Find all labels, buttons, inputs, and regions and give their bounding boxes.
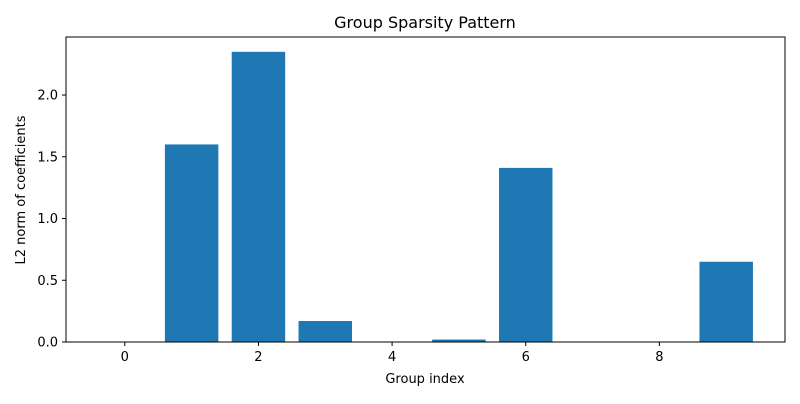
y-tick-label: 1.5: [37, 150, 58, 165]
y-tick-label: 0.0: [37, 336, 58, 351]
plot-frame: [65, 36, 786, 343]
bar-group-2: [231, 51, 286, 343]
y-axis-label: L2 norm of coefficients: [14, 115, 29, 264]
bar-group-1: [164, 144, 219, 342]
y-tick-label: 1.0: [37, 212, 58, 227]
bar-group-9: [699, 261, 753, 342]
bar-group-6: [499, 167, 553, 342]
y-tick-label: 0.5: [37, 274, 58, 289]
y-tick-label: 2.0: [37, 89, 58, 104]
x-axis-label: Group index: [385, 372, 465, 387]
bars-layer: [164, 51, 753, 343]
axes-layer: 0 2 4 6 8 0.0 0.5 1.0 1.5 2.0: [37, 89, 663, 365]
bar-group-5: [432, 339, 486, 342]
bar-group-3: [298, 321, 352, 342]
chart-title: Group Sparsity Pattern: [334, 13, 516, 32]
x-tick-label: 4: [388, 350, 396, 365]
x-tick-label: 8: [655, 350, 663, 365]
x-tick-label: 6: [522, 350, 530, 365]
x-tick-label: 0: [121, 350, 129, 365]
x-tick-label: 2: [254, 350, 262, 365]
